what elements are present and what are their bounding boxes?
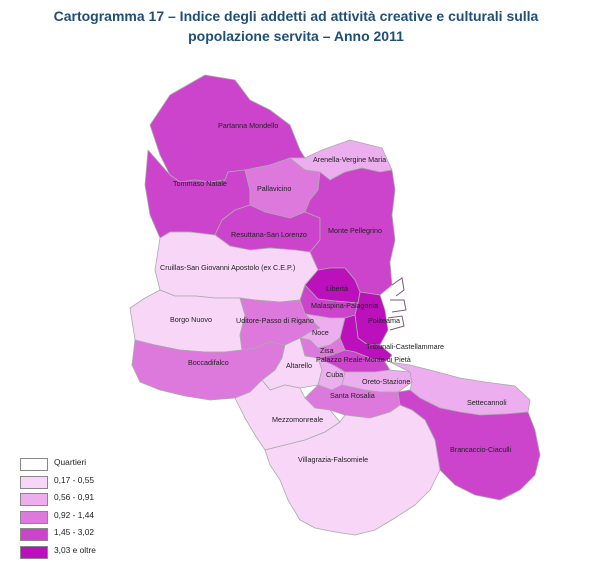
district-label: Villagrazia-Falsomiele bbox=[298, 455, 368, 464]
district-label: Santa Rosalia bbox=[330, 391, 375, 400]
legend-item: 0,92 - 1,44 bbox=[18, 509, 138, 527]
legend-swatch bbox=[20, 493, 48, 506]
district-labels: Partanna Mondello Arenella-Vergine Maria… bbox=[160, 121, 512, 464]
district-label: Cruillas-San Giovanni Apostolo (ex C.E.P… bbox=[160, 263, 295, 272]
district-label: Brancaccio-Ciaculli bbox=[450, 445, 512, 454]
district-label: Libertà bbox=[326, 284, 348, 293]
district-label: Settecannoli bbox=[467, 398, 507, 407]
district-label: Politeama bbox=[368, 316, 400, 325]
district-label: Boccadifalco bbox=[188, 358, 229, 367]
district-villagrazia-falsomiele bbox=[264, 404, 441, 536]
legend-swatch bbox=[20, 545, 48, 559]
district-label: Pallavicino bbox=[257, 184, 291, 193]
district-label: Uditore-Passo di Rigano bbox=[236, 316, 314, 325]
map-legend: Quartieri 0,17 - 0,55 0,56 - 0,91 0,92 -… bbox=[18, 456, 138, 561]
map-title: Cartogramma 17 – Indice degli addetti ad… bbox=[0, 6, 592, 46]
legend-item: 3,03 e oltre bbox=[18, 544, 138, 562]
map-title-line-1: Cartogramma 17 – Indice degli addetti ad… bbox=[53, 8, 539, 24]
district-label: Palazzo Reale-Monte di Pietà bbox=[316, 355, 411, 364]
legend-swatch bbox=[20, 528, 48, 541]
district-label: Altarello bbox=[286, 361, 312, 370]
district-label: Partanna Mondello bbox=[218, 121, 278, 130]
legend-label: 0,92 - 1,44 bbox=[54, 509, 95, 520]
district-label: Malaspina-Palagonia bbox=[311, 301, 378, 310]
district-label: Resuttana-San Lorenzo bbox=[231, 230, 307, 239]
district-label: Tribunali-Castellammare bbox=[366, 342, 444, 351]
district-label: Noce bbox=[312, 328, 329, 337]
harbour-piers bbox=[387, 277, 407, 331]
district-label: Cuba bbox=[326, 370, 343, 379]
legend-label: 0,17 - 0,55 bbox=[54, 474, 95, 485]
district-label: Zisa bbox=[320, 346, 334, 355]
legend-label: 3,03 e oltre bbox=[54, 544, 96, 555]
district-label: Tommaso Natale bbox=[173, 179, 227, 188]
legend-item: 0,17 - 0,55 bbox=[18, 474, 138, 492]
district-label: Mezzomonreale bbox=[272, 415, 323, 424]
district-label: Arenella-Vergine Maria bbox=[313, 155, 386, 164]
district-mezzomonreale bbox=[234, 379, 341, 451]
legend-label: Quartieri bbox=[54, 457, 87, 467]
district-label: Borgo Nuovo bbox=[170, 315, 212, 324]
map-title-line-2: popolazione servita – Anno 2011 bbox=[188, 28, 404, 44]
legend-item: 1,45 - 3,02 bbox=[18, 526, 138, 544]
legend-label: 1,45 - 3,02 bbox=[54, 527, 95, 537]
legend-swatch bbox=[20, 510, 48, 524]
district-label: Oreto-Stazione bbox=[362, 377, 410, 386]
legend-swatch bbox=[20, 475, 48, 489]
legend-label: 0,56 - 0,91 bbox=[54, 492, 95, 502]
legend-swatch bbox=[20, 458, 48, 471]
legend-item: Quartieri bbox=[18, 456, 138, 474]
district-label: Monte Pellegrino bbox=[328, 226, 382, 235]
legend-item: 0,56 - 0,91 bbox=[18, 491, 138, 509]
